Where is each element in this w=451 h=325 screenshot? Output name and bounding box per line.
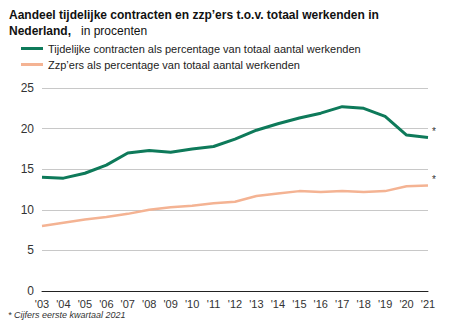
svg-text:'20: '20 xyxy=(399,298,413,310)
svg-text:in procenten: in procenten xyxy=(81,24,147,38)
svg-text:'03: '03 xyxy=(35,298,49,310)
svg-text:'08: '08 xyxy=(142,298,156,310)
svg-text:Aandeel tijdelijke contracten: Aandeel tijdelijke contracten en zzp’ers… xyxy=(9,8,382,22)
svg-text:25: 25 xyxy=(21,81,35,95)
svg-text:* Cijfers eerste kwartaal 2021: * Cijfers eerste kwartaal 2021 xyxy=(8,310,126,320)
svg-text:Tijdelijke contracten als perc: Tijdelijke contracten als percentage van… xyxy=(48,43,361,55)
svg-text:'18: '18 xyxy=(356,298,370,310)
svg-text:'07: '07 xyxy=(121,298,135,310)
svg-text:10: 10 xyxy=(21,203,35,217)
svg-text:'05: '05 xyxy=(78,298,92,310)
svg-text:'04: '04 xyxy=(56,298,70,310)
svg-text:'17: '17 xyxy=(335,298,349,310)
svg-text:Zzp’ers als percentage van tot: Zzp’ers als percentage van totaal aantal… xyxy=(48,59,300,71)
svg-text:5: 5 xyxy=(27,243,34,257)
svg-text:*: * xyxy=(432,126,436,137)
svg-text:'14: '14 xyxy=(271,298,285,310)
svg-text:'11: '11 xyxy=(207,298,221,310)
svg-text:Nederland,: Nederland, xyxy=(9,24,71,38)
svg-text:*: * xyxy=(432,174,436,185)
svg-text:'21: '21 xyxy=(421,298,435,310)
svg-text:'09: '09 xyxy=(163,298,177,310)
svg-text:'13: '13 xyxy=(249,298,263,310)
svg-text:'16: '16 xyxy=(314,298,328,310)
svg-text:'19: '19 xyxy=(378,298,392,310)
svg-text:0: 0 xyxy=(27,284,34,298)
svg-text:'10: '10 xyxy=(185,298,199,310)
svg-text:15: 15 xyxy=(21,162,35,176)
svg-text:'12: '12 xyxy=(228,298,242,310)
svg-text:'15: '15 xyxy=(292,298,306,310)
svg-text:'06: '06 xyxy=(99,298,113,310)
svg-text:20: 20 xyxy=(21,122,35,136)
